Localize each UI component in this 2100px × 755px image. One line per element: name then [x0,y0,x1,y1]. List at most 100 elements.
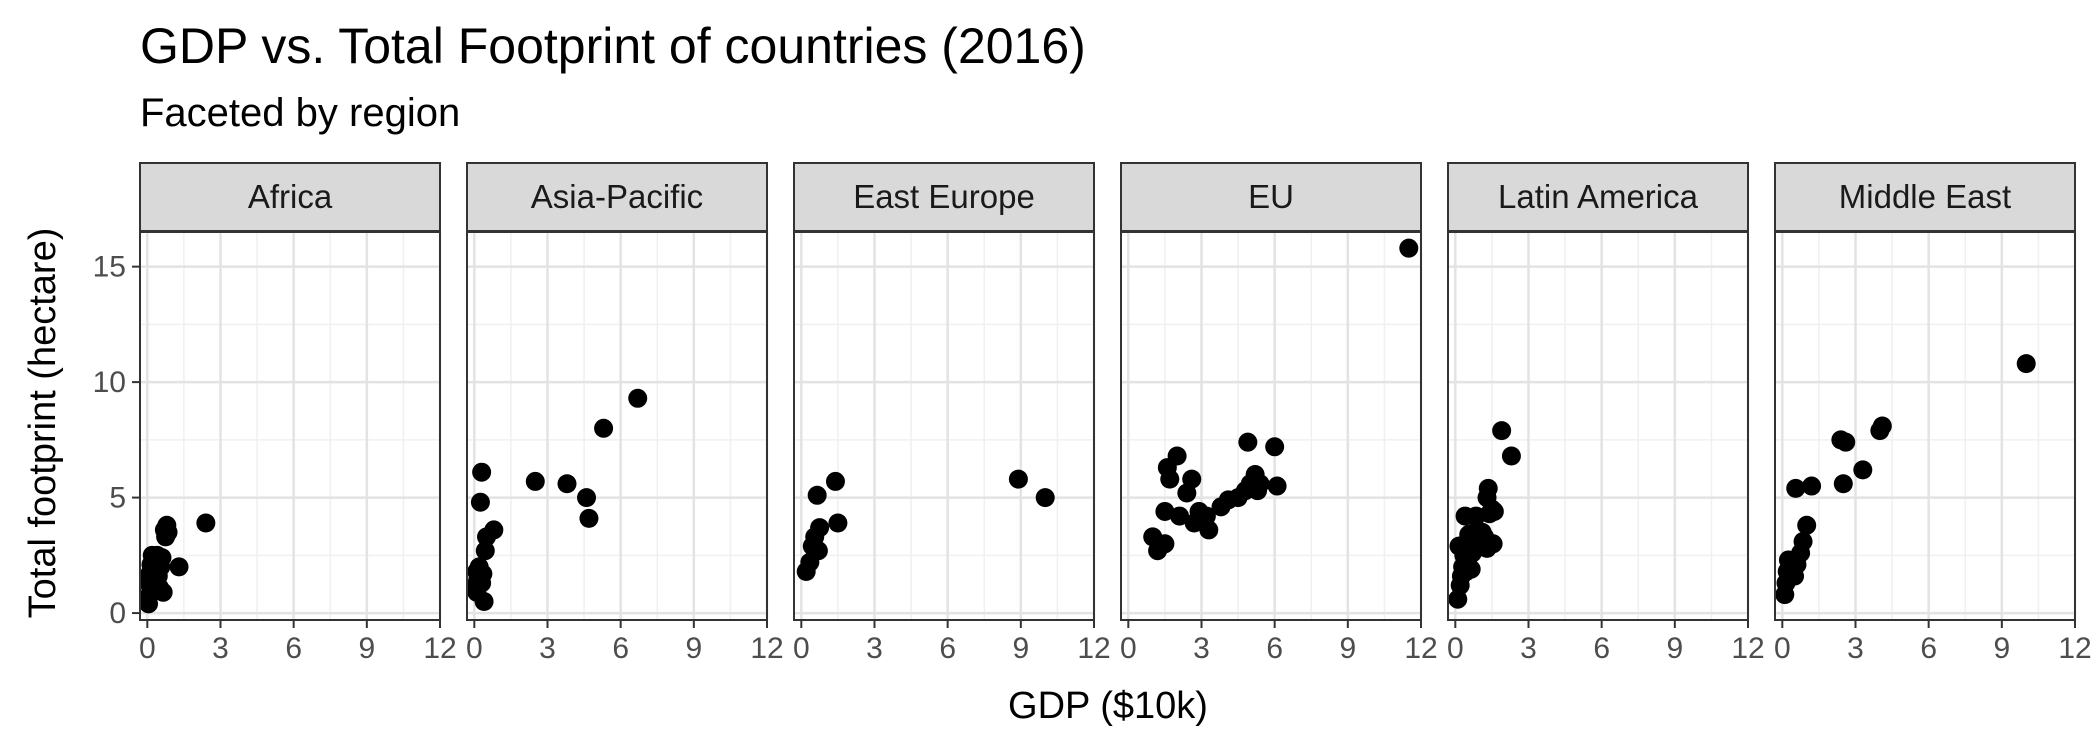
x-tick-label: 9 [358,632,375,665]
data-point [475,541,495,561]
data-point [1160,469,1180,489]
panel-background [467,232,767,620]
x-tick-label: 0 [1774,632,1791,665]
facet-strip-label: EU [1248,178,1294,215]
data-point [1492,421,1512,441]
x-tick-label: 6 [285,632,302,665]
data-point [828,513,848,533]
x-tick-label: 12 [423,632,456,665]
data-point [1170,506,1190,526]
data-point [577,488,597,508]
data-point [1872,416,1892,436]
x-tick-label: 6 [1266,632,1283,665]
data-point [1786,478,1806,498]
data-point [1802,476,1822,496]
panel-border [793,231,1095,621]
x-tick-label: 0 [1120,632,1137,665]
x-tick-label: 12 [2058,632,2091,665]
facet-strip-label: Africa [248,178,333,215]
x-tick-label: 0 [139,632,156,665]
data-point [1155,534,1175,554]
x-tick-label: 3 [212,632,229,665]
x-tick-label: 12 [1731,632,1764,665]
data-point [1449,536,1469,556]
data-point [1461,559,1481,579]
x-axis-title: GDP ($10k) [1008,685,1208,727]
panel-background [1121,232,1421,620]
facet-strip-label: Latin America [1498,178,1699,215]
data-point [1008,469,1028,489]
chart-subtitle: Faceted by region [140,91,460,135]
facet-strip-label: Middle East [1839,178,2011,215]
x-tick-label: 6 [1593,632,1610,665]
x-tick-label: 12 [750,632,783,665]
data-point [1035,488,1055,508]
data-point [1793,531,1813,551]
x-tick-label: 3 [866,632,883,665]
facet-panel-east-europe: East Europe 0 3 6 9 12 [793,162,1111,665]
data-point [825,471,845,491]
x-tick-label: 6 [612,632,629,665]
data-point [158,522,178,542]
data-point [472,462,492,482]
data-point [474,592,494,612]
data-point [1265,437,1285,457]
x-tick-label: 9 [685,632,702,665]
panel-background [1775,232,2075,620]
data-point [628,388,648,408]
data-point [1238,432,1258,452]
facet-strip [1447,162,1749,232]
x-tick-label: 9 [1993,632,2010,665]
data-point [1199,520,1219,540]
y-tick-label: 15 [93,251,126,284]
panel-background [794,232,1094,620]
facet-panel-eu: EU 0 3 6 9 12 [1120,162,1438,665]
data-point [1250,474,1270,494]
y-tick-label: 5 [109,482,126,515]
facet-strip [1774,162,2076,232]
facet-strip [466,162,768,232]
x-tick-label: 3 [1520,632,1537,665]
x-tick-label: 0 [466,632,483,665]
data-point [1182,469,1202,489]
data-point [1155,501,1175,521]
x-tick-label: 9 [1339,632,1356,665]
chart-title: GDP vs. Total Footprint of countries (20… [140,18,1086,74]
y-tick-label: 0 [109,597,126,630]
x-tick-label: 9 [1666,632,1683,665]
x-tick-label: 9 [1012,632,1029,665]
x-tick-label: 3 [1847,632,1864,665]
data-point [1853,460,1873,480]
panel-border [1447,231,1749,621]
x-tick-label: 12 [1404,632,1437,665]
x-tick-label: 0 [1447,632,1464,665]
data-point [1836,432,1856,452]
data-point [470,492,490,512]
data-point [810,518,830,538]
data-point [594,418,614,438]
data-point [484,520,504,540]
data-point [525,471,545,491]
data-point [473,564,493,584]
data-point [2016,354,2036,374]
data-point [1399,238,1419,258]
data-point [169,557,189,577]
data-point [152,548,172,568]
data-point [1478,478,1498,498]
x-tick-label: 3 [1193,632,1210,665]
data-point [1483,534,1503,554]
data-point [1484,501,1504,521]
data-point [807,485,827,505]
panel-border [1120,231,1422,621]
data-point [153,582,173,602]
panel-background [1448,232,1748,620]
panel-border [466,231,768,621]
x-tick-label: 6 [939,632,956,665]
x-tick-label: 12 [1077,632,1110,665]
panel-border [1774,231,2076,621]
panel-border [139,231,441,621]
facet-panel-middle-east: Middle East 0 3 6 9 12 [1774,162,2092,665]
